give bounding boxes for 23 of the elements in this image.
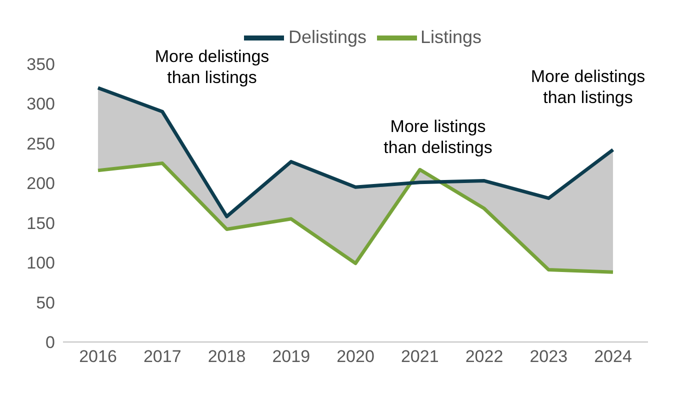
x-tick-label: 2023: [530, 347, 568, 366]
x-tick-label: 2024: [594, 347, 632, 366]
y-tick-label: 100: [26, 254, 55, 273]
x-tick-label: 2022: [465, 347, 504, 366]
y-tick-label: 300: [26, 94, 55, 114]
legend-label: Listings: [420, 26, 482, 47]
x-tick-label: 2017: [143, 347, 182, 366]
y-tick-label: 150: [26, 214, 55, 233]
y-tick-label: 350: [26, 55, 55, 74]
x-tick-label: 2019: [272, 347, 310, 366]
annotation: More delistings than listings: [530, 67, 646, 107]
y-tick-label: 0: [46, 333, 55, 352]
x-tick-label: 2021: [400, 347, 439, 366]
y-tick-label: 200: [26, 174, 55, 194]
annotation: More delistings than listings: [154, 47, 270, 87]
y-tick-label: 50: [36, 293, 55, 312]
annotation: More listings than delistings: [384, 117, 492, 157]
legend-label: Delistings: [288, 26, 366, 47]
line-series: [96, 162, 615, 274]
x-tick-label: 2016: [79, 347, 117, 366]
y-tick-label: 250: [26, 134, 55, 154]
x-tick-label: 2020: [336, 347, 374, 366]
x-tick-label: 2018: [208, 347, 246, 366]
